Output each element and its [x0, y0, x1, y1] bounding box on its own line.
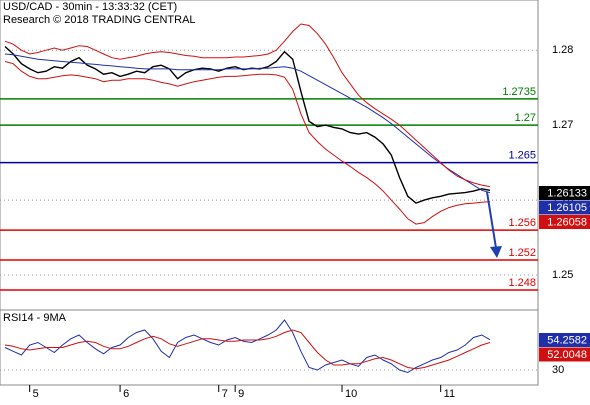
chart-subtitle: Research © 2018 TRADING CENTRAL — [3, 14, 196, 26]
y-tick-label: 1.27 — [552, 119, 573, 131]
value-box-label: 52.0048 — [547, 349, 587, 361]
series-line — [4, 61, 491, 225]
x-tick-label: 6 — [123, 388, 129, 400]
chart-title: USD/CAD - 30min - 13:33:32 (CET) — [3, 1, 177, 13]
x-tick-label: 11 — [444, 388, 455, 400]
value-box — [539, 200, 590, 215]
y-tick-label: 1.28 — [552, 44, 573, 56]
value-box-label: 1.26133 — [547, 187, 587, 199]
series-line — [4, 329, 491, 370]
forecast-arrow — [486, 191, 497, 249]
level-label: 1.265 — [508, 150, 536, 162]
value-box — [539, 347, 590, 362]
value-box-label: 1.26058 — [547, 216, 587, 228]
y-tick-label: 30 — [552, 364, 564, 376]
level-label: 1.27 — [515, 112, 536, 124]
level-label: 1.2735 — [502, 86, 536, 98]
x-tick-label: 5 — [33, 388, 39, 400]
y-tick-label: 1.25 — [552, 269, 573, 281]
series-line — [4, 53, 491, 194]
series-line — [4, 23, 491, 188]
value-box-label: 1.26105 — [547, 202, 587, 214]
forecast-arrow-head — [490, 246, 502, 258]
level-label: 1.248 — [508, 277, 536, 289]
level-label: 1.252 — [508, 247, 536, 259]
value-box — [539, 186, 590, 200]
x-tick-label: 9 — [238, 388, 244, 400]
value-box — [539, 333, 590, 347]
level-label: 1.256 — [508, 217, 536, 229]
value-box — [539, 215, 590, 229]
value-box-label: 54.2582 — [547, 334, 587, 346]
plot-frame — [0, 0, 539, 386]
x-tick-label: 10 — [345, 388, 357, 400]
rsi-title: RSI14 - 9MA — [3, 312, 67, 324]
x-tick-label: 7 — [222, 388, 228, 400]
plot-layer: 1.251.261.271.281.27351.271.2651.2561.25… — [0, 23, 590, 400]
